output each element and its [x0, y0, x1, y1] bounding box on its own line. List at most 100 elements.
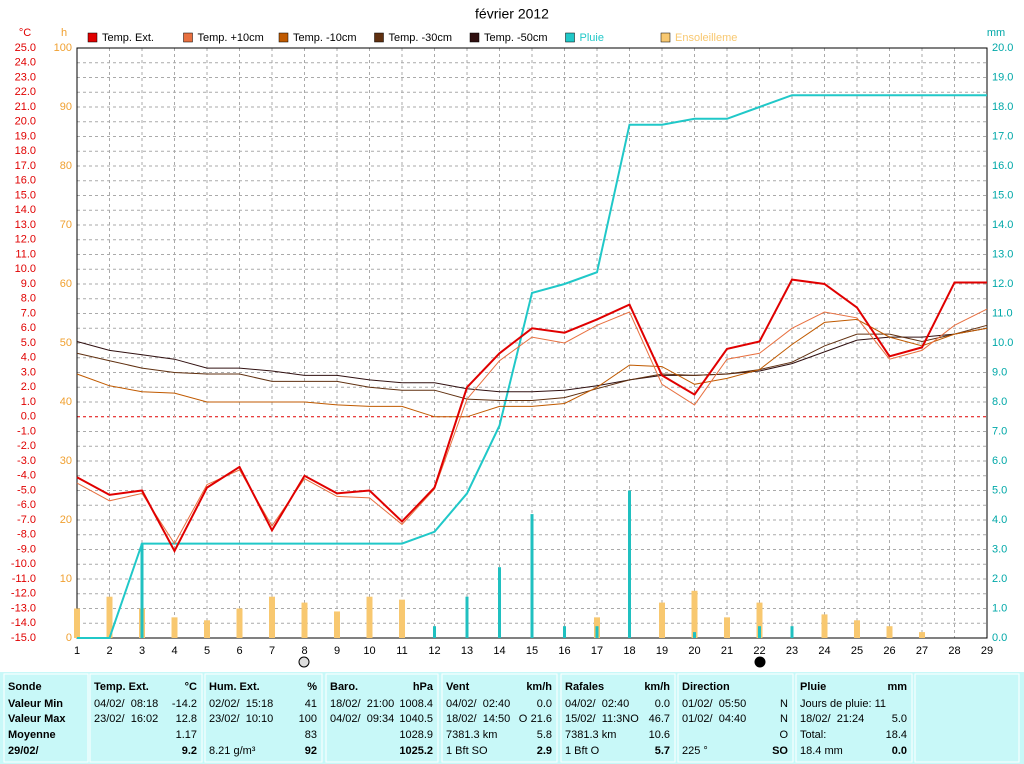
table-text: 01/02/ 04:40	[682, 713, 746, 725]
table-text: 92	[305, 745, 317, 757]
table-cell	[795, 673, 913, 763]
x-tick-label: 7	[269, 645, 275, 657]
table-text: Jours de pluie: 11	[800, 698, 886, 710]
h-tick-label: 60	[60, 278, 72, 290]
y-tick-label: -6.0	[17, 499, 36, 511]
table-text: 46.7	[649, 713, 670, 725]
x-tick-label: 22	[753, 645, 765, 657]
table-text: 1040.5	[399, 713, 433, 725]
y-tick-label: -7.0	[17, 514, 36, 526]
x-tick-label: 10	[363, 645, 375, 657]
sunshine-bar	[74, 608, 80, 638]
table-text: Moyenne	[8, 729, 56, 741]
y-tick-label: 16.0	[15, 175, 36, 187]
x-tick-label: 15	[526, 645, 538, 657]
y-tick-label: 2.0	[21, 381, 36, 393]
y2-tick-label: 1.0	[992, 602, 1007, 614]
y2-tick-label: 8.0	[992, 396, 1007, 408]
y-tick-label: 12.0	[15, 234, 36, 246]
x-tick-label: 13	[461, 645, 473, 657]
y-tick-label: 23.0	[15, 71, 36, 83]
y-tick-label: 3.0	[21, 366, 36, 378]
y2-tick-label: 12.0	[992, 278, 1013, 290]
chart-title: février 2012	[475, 6, 549, 22]
x-tick-label: 6	[236, 645, 242, 657]
y-tick-label: 5.0	[21, 337, 36, 349]
table-text: 5.0	[892, 713, 907, 725]
legend-label: Temp. +10cm	[198, 32, 264, 44]
table-cell	[560, 673, 676, 763]
table-text: 5.8	[537, 729, 552, 741]
sunshine-bar	[236, 608, 243, 638]
table-text: Baro.	[330, 681, 358, 693]
table-text: Total:	[800, 729, 826, 741]
y-tick-label: 17.0	[15, 160, 36, 172]
y-tick-label: 15.0	[15, 189, 36, 201]
h-unit: h	[61, 27, 67, 39]
y-tick-label: -12.0	[11, 588, 36, 600]
x-tick-label: 18	[623, 645, 635, 657]
y2-tick-label: 5.0	[992, 484, 1007, 496]
rain-bar	[758, 626, 761, 638]
y-tick-label: -4.0	[17, 470, 36, 482]
table-text: 04/02/ 09:34	[330, 713, 394, 725]
x-tick-label: 20	[688, 645, 700, 657]
h-tick-label: 80	[60, 160, 72, 172]
y-tick-label: -11.0	[12, 573, 36, 585]
table-text: Direction	[682, 681, 730, 693]
y-tick-label: -5.0	[17, 484, 36, 496]
table-text: 21.6	[531, 713, 552, 725]
sunshine-bar	[691, 590, 698, 638]
table-text: -14.2	[172, 698, 197, 710]
y-tick-label: 7.0	[21, 307, 36, 319]
y-tick-label: 21.0	[15, 101, 36, 113]
y-tick-label: 20.0	[15, 116, 36, 128]
table-text: 0.0	[655, 698, 670, 710]
table-text: 7381.3 km	[565, 729, 616, 741]
table-text: Rafales	[565, 681, 604, 693]
x-tick-label: 25	[851, 645, 863, 657]
y-tick-label: 6.0	[21, 322, 36, 334]
h-tick-label: 100	[54, 42, 72, 54]
h-tick-label: 50	[60, 337, 72, 349]
legend-label: Temp. -30cm	[389, 32, 453, 44]
sunshine-bar	[106, 596, 113, 638]
y-tick-label: -10.0	[11, 558, 36, 570]
table-text: 04/02/ 02:40	[565, 698, 629, 710]
y-tick-label: -3.0	[17, 455, 36, 467]
table-text: 1.17	[176, 729, 197, 741]
x-tick-label: 23	[786, 645, 798, 657]
sunshine-bar	[171, 617, 178, 638]
table-text: 01/02/ 05:50	[682, 698, 746, 710]
table-text: 0.0	[537, 698, 552, 710]
y2-tick-label: 2.0	[992, 573, 1007, 585]
table-text: 18/02/ 14:50	[446, 713, 510, 725]
y2-tick-label: 3.0	[992, 543, 1007, 555]
legend-swatch	[87, 32, 98, 43]
legend-label: Temp. -10cm	[293, 32, 357, 44]
table-text: O	[519, 713, 528, 725]
x-tick-label: 19	[656, 645, 668, 657]
y2-tick-label: 4.0	[992, 514, 1007, 526]
table-text: Hum. Ext.	[209, 681, 260, 693]
table-cell	[3, 673, 89, 763]
table-text: 1025.2	[399, 745, 433, 757]
x-tick-label: 5	[204, 645, 210, 657]
rain-bar	[498, 567, 501, 638]
h-tick-label: 20	[60, 514, 72, 526]
table-text: 1028.9	[399, 729, 433, 741]
y2-tick-label: 20.0	[992, 42, 1013, 54]
y-tick-label: 24.0	[15, 57, 36, 69]
y-tick-label: 10.0	[15, 263, 36, 275]
x-tick-label: 9	[334, 645, 340, 657]
h-tick-label: 90	[60, 101, 72, 113]
table-text: N	[780, 698, 788, 710]
x-tick-label: 17	[591, 645, 603, 657]
x-tick-label: 24	[818, 645, 830, 657]
y-tick-label: 14.0	[15, 204, 36, 216]
y2-tick-label: 15.0	[992, 189, 1013, 201]
y-tick-label: 9.0	[21, 278, 36, 290]
x-tick-label: 12	[428, 645, 440, 657]
legend-label: Pluie	[580, 32, 604, 44]
